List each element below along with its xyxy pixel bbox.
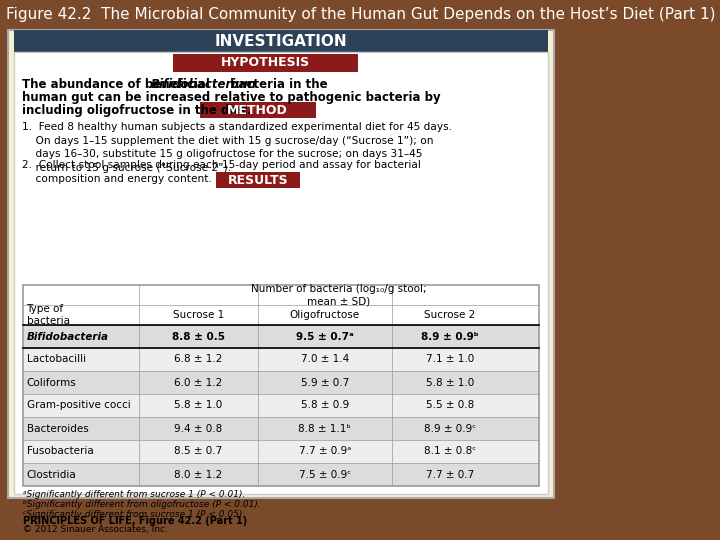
Text: 8.9 ± 0.9ᵇ: 8.9 ± 0.9ᵇ <box>421 332 479 341</box>
Text: 5.8 ± 1.0: 5.8 ± 1.0 <box>174 401 222 410</box>
Text: Type of
bacteria: Type of bacteria <box>27 304 70 326</box>
Text: including oligofructose in the diet.: including oligofructose in the diet. <box>22 104 251 117</box>
Text: Clostridia: Clostridia <box>27 469 76 480</box>
FancyBboxPatch shape <box>24 463 539 486</box>
Text: 8.9 ± 0.9ᶜ: 8.9 ± 0.9ᶜ <box>424 423 476 434</box>
Text: 9.4 ± 0.8: 9.4 ± 0.8 <box>174 423 222 434</box>
FancyBboxPatch shape <box>215 172 300 188</box>
Text: Coliforms: Coliforms <box>27 377 76 388</box>
Text: Figure 42.2  The Microbial Community of the Human Gut Depends on the Host’s Diet: Figure 42.2 The Microbial Community of t… <box>6 8 716 23</box>
Text: 5.8 ± 0.9: 5.8 ± 0.9 <box>301 401 349 410</box>
Text: human gut can be increased relative to pathogenic bacteria by: human gut can be increased relative to p… <box>22 91 441 104</box>
Text: 8.1 ± 0.8ᶜ: 8.1 ± 0.8ᶜ <box>424 447 476 456</box>
Text: 8.0 ± 1.2: 8.0 ± 1.2 <box>174 469 222 480</box>
FancyBboxPatch shape <box>24 394 539 417</box>
Text: ᶜSignificantly different from sucrose 1 (P < 0.05).: ᶜSignificantly different from sucrose 1 … <box>24 510 246 519</box>
Text: 7.5 ± 0.9ᶜ: 7.5 ± 0.9ᶜ <box>299 469 351 480</box>
Text: Lactobacilli: Lactobacilli <box>27 354 86 364</box>
Text: 9.5 ± 0.7ᵃ: 9.5 ± 0.7ᵃ <box>296 332 354 341</box>
Text: 2.  Collect stool samples during each 15-day period and assay for bacterial
    : 2. Collect stool samples during each 15-… <box>22 160 420 184</box>
Text: Bacteroides: Bacteroides <box>27 423 89 434</box>
Text: 5.5 ± 0.8: 5.5 ± 0.8 <box>426 401 474 410</box>
Text: © 2012 Sinauer Associates, Inc.: © 2012 Sinauer Associates, Inc. <box>24 525 168 534</box>
Text: 1.  Feed 8 healthy human subjects a standardized experimental diet for 45 days.
: 1. Feed 8 healthy human subjects a stand… <box>22 122 452 173</box>
FancyBboxPatch shape <box>24 440 539 463</box>
Text: 7.7 ± 0.9ᵃ: 7.7 ± 0.9ᵃ <box>299 447 351 456</box>
Text: ᵇSignificantly different from oligofructose (P < 0.01).: ᵇSignificantly different from oligofruct… <box>24 500 261 509</box>
Text: METHOD: METHOD <box>228 104 288 117</box>
FancyBboxPatch shape <box>14 30 548 52</box>
Text: Bifidobacteria: Bifidobacteria <box>27 332 109 341</box>
FancyBboxPatch shape <box>24 305 539 325</box>
FancyBboxPatch shape <box>24 371 539 394</box>
FancyBboxPatch shape <box>14 52 548 494</box>
Text: RESULTS: RESULTS <box>228 173 288 186</box>
FancyBboxPatch shape <box>24 417 539 440</box>
Text: 5.9 ± 0.7: 5.9 ± 0.7 <box>301 377 349 388</box>
Text: 7.0 ± 1.4: 7.0 ± 1.4 <box>301 354 349 364</box>
Text: 5.8 ± 1.0: 5.8 ± 1.0 <box>426 377 474 388</box>
Text: The abundance of beneficial: The abundance of beneficial <box>22 78 214 91</box>
Text: Sucrose 2: Sucrose 2 <box>424 310 475 320</box>
Text: 6.0 ± 1.2: 6.0 ± 1.2 <box>174 377 222 388</box>
Text: Number of bacteria (log₁₀/g stool;
mean ± SD): Number of bacteria (log₁₀/g stool; mean … <box>251 284 427 306</box>
Text: Oligofructose: Oligofructose <box>290 310 360 320</box>
Text: bacteria in the: bacteria in the <box>225 78 328 91</box>
FancyBboxPatch shape <box>200 102 315 118</box>
Text: INVESTIGATION: INVESTIGATION <box>215 33 348 49</box>
Text: PRINCIPLES OF LIFE, Figure 42.2 (Part 1): PRINCIPLES OF LIFE, Figure 42.2 (Part 1) <box>24 516 248 526</box>
Text: Sucrose 1: Sucrose 1 <box>173 310 224 320</box>
Text: Bifidobacterium: Bifidobacterium <box>150 78 256 91</box>
Text: Gram-positive cocci: Gram-positive cocci <box>27 401 130 410</box>
FancyBboxPatch shape <box>174 54 358 72</box>
Text: 8.5 ± 0.7: 8.5 ± 0.7 <box>174 447 222 456</box>
FancyBboxPatch shape <box>24 285 539 486</box>
Text: Fusobacteria: Fusobacteria <box>27 447 94 456</box>
Text: 8.8 ± 0.5: 8.8 ± 0.5 <box>172 332 225 341</box>
Text: 7.1 ± 1.0: 7.1 ± 1.0 <box>426 354 474 364</box>
Text: 7.7 ± 0.7: 7.7 ± 0.7 <box>426 469 474 480</box>
Text: HYPOTHESIS: HYPOTHESIS <box>221 57 310 70</box>
FancyBboxPatch shape <box>0 0 562 30</box>
FancyBboxPatch shape <box>8 30 554 498</box>
Text: 6.8 ± 1.2: 6.8 ± 1.2 <box>174 354 222 364</box>
Text: 8.8 ± 1.1ᵇ: 8.8 ± 1.1ᵇ <box>299 423 351 434</box>
Text: ᵃSignificantly different from sucrose 1 (P < 0.01).: ᵃSignificantly different from sucrose 1 … <box>24 490 246 499</box>
FancyBboxPatch shape <box>139 285 539 305</box>
FancyBboxPatch shape <box>24 325 539 348</box>
FancyBboxPatch shape <box>24 348 539 371</box>
